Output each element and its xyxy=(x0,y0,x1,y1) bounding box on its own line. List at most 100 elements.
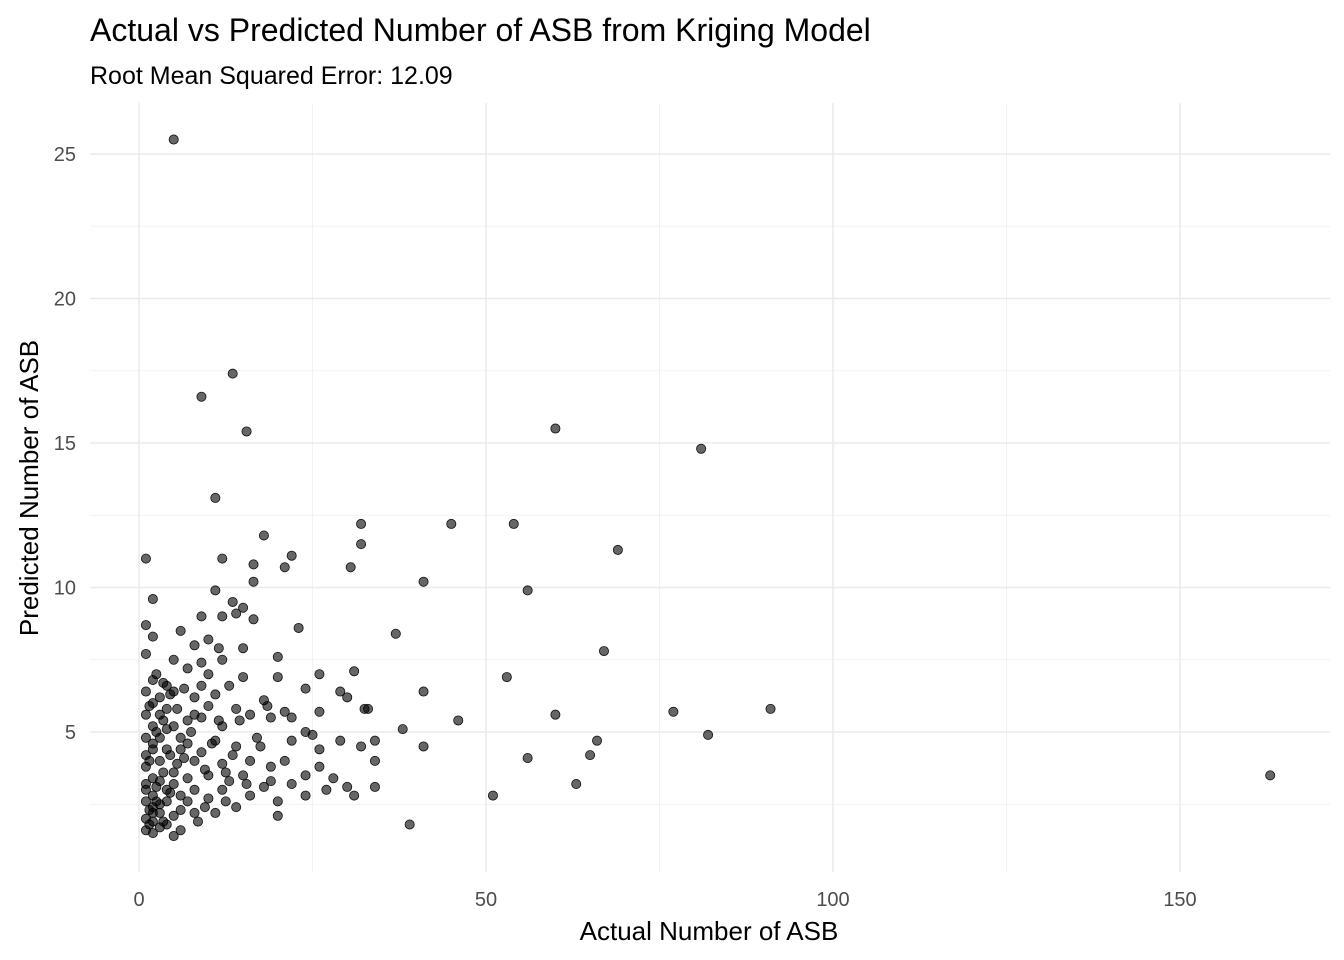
data-point xyxy=(248,559,259,570)
data-point xyxy=(210,492,221,503)
data-point xyxy=(175,625,186,636)
data-point xyxy=(314,706,325,717)
data-point xyxy=(144,755,155,766)
data-point xyxy=(279,755,290,766)
data-point xyxy=(293,622,304,633)
data-point xyxy=(147,828,158,839)
x-tick-label: 50 xyxy=(475,889,497,911)
data-point xyxy=(217,553,228,564)
data-point xyxy=(182,738,193,749)
data-point xyxy=(227,596,238,607)
data-point xyxy=(168,134,179,145)
data-point xyxy=(241,426,252,437)
data-point xyxy=(154,692,165,703)
data-point xyxy=(359,703,370,714)
data-point xyxy=(175,825,186,836)
data-point xyxy=(210,807,221,818)
chart-title: Actual vs Predicted Number of ASB from K… xyxy=(90,12,871,48)
data-point xyxy=(189,640,200,651)
x-tick-label: 150 xyxy=(1163,889,1196,911)
data-point xyxy=(321,784,332,795)
data-point xyxy=(262,700,273,711)
x-axis-title: Actual Number of ASB xyxy=(580,916,839,946)
data-point xyxy=(349,666,360,677)
y-axis-ticks: 5 10 15 20 25 xyxy=(54,144,76,744)
data-point xyxy=(418,686,429,697)
data-point xyxy=(203,634,214,645)
data-point xyxy=(140,686,151,697)
data-point xyxy=(140,784,151,795)
x-tick-label: 0 xyxy=(133,889,144,911)
data-point xyxy=(189,784,200,795)
data-point xyxy=(217,758,228,769)
data-point xyxy=(217,654,228,665)
data-point xyxy=(182,796,193,807)
data-point xyxy=(196,680,207,691)
data-point xyxy=(397,724,408,735)
data-point xyxy=(196,747,207,758)
data-point xyxy=(703,729,714,740)
data-point xyxy=(231,741,242,752)
data-point xyxy=(175,805,186,816)
data-point xyxy=(286,779,297,790)
data-point xyxy=(192,816,203,827)
data-point xyxy=(418,741,429,752)
data-point xyxy=(522,585,533,596)
data-point xyxy=(231,608,242,619)
data-point xyxy=(140,709,151,720)
data-point xyxy=(175,744,186,755)
data-point xyxy=(161,703,172,714)
data-point xyxy=(765,703,776,714)
data-point xyxy=(151,781,162,792)
data-point xyxy=(258,530,269,541)
data-point xyxy=(189,692,200,703)
data-point xyxy=(199,802,210,813)
data-point xyxy=(272,672,283,683)
data-point xyxy=(147,698,158,709)
data-point xyxy=(199,764,210,775)
data-point xyxy=(140,732,151,743)
data-point xyxy=(203,669,214,680)
data-point xyxy=(418,576,429,587)
y-tick-label: 15 xyxy=(54,433,76,455)
data-point xyxy=(345,562,356,573)
data-point xyxy=(696,443,707,454)
data-point xyxy=(265,761,276,772)
data-point xyxy=(140,553,151,564)
data-point xyxy=(186,727,197,738)
data-point xyxy=(300,770,311,781)
data-point xyxy=(314,669,325,680)
data-point xyxy=(585,750,596,761)
data-point xyxy=(265,712,276,723)
chart-subtitle: Root Mean Squared Error: 12.09 xyxy=(90,62,453,90)
data-point xyxy=(158,677,169,688)
data-point xyxy=(151,727,162,738)
data-point xyxy=(168,779,179,790)
data-point xyxy=(231,802,242,813)
data-point xyxy=(404,819,415,830)
data-point xyxy=(342,781,353,792)
data-point xyxy=(328,773,339,784)
data-point xyxy=(210,585,221,596)
data-point xyxy=(279,706,290,717)
data-point xyxy=(245,709,256,720)
data-point xyxy=(598,646,609,657)
data-point xyxy=(390,628,401,639)
data-point xyxy=(248,614,259,625)
y-tick-label: 10 xyxy=(54,578,76,600)
data-point xyxy=(189,807,200,818)
data-point xyxy=(342,692,353,703)
data-point xyxy=(224,680,235,691)
data-point xyxy=(165,689,176,700)
data-point xyxy=(245,790,256,801)
data-point xyxy=(286,550,297,561)
data-point xyxy=(203,700,214,711)
data-point xyxy=(550,423,561,434)
data-point xyxy=(356,741,367,752)
data-point xyxy=(182,663,193,674)
data-point xyxy=(206,738,217,749)
data-point xyxy=(172,758,183,769)
data-point xyxy=(272,810,283,821)
data-point xyxy=(668,706,679,717)
data-point xyxy=(286,712,297,723)
